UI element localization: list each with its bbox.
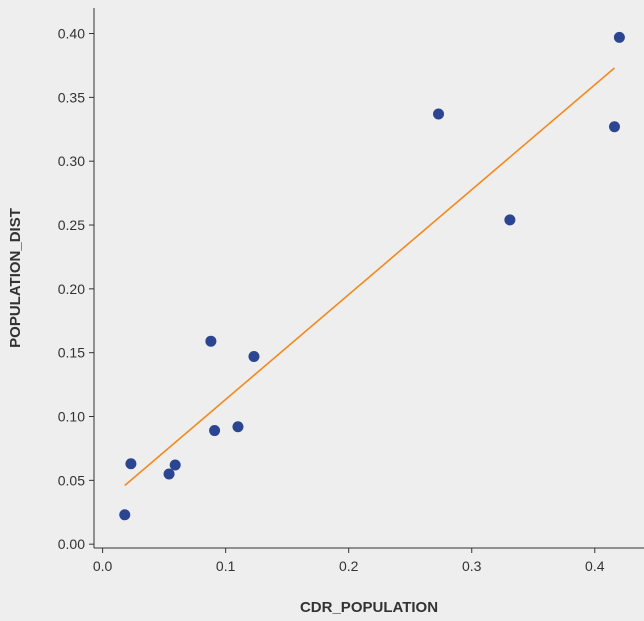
data-point xyxy=(248,351,260,363)
x-tick-label: 0.1 xyxy=(216,558,236,574)
points-layer xyxy=(119,31,625,521)
x-axis-title: CDR_POPULATION xyxy=(300,599,438,616)
data-point xyxy=(169,459,181,471)
data-point xyxy=(608,121,620,133)
y-tick-label: 0.35 xyxy=(58,89,85,105)
data-point xyxy=(433,108,445,120)
y-tick-label: 0.30 xyxy=(58,153,85,169)
fit-line-layer xyxy=(124,67,615,487)
x-tick-label: 0.4 xyxy=(585,558,605,574)
data-point xyxy=(209,425,221,437)
y-axis-title: POPULATION_DIST xyxy=(7,208,24,348)
data-point xyxy=(613,31,625,43)
y-tick-label: 0.20 xyxy=(58,281,85,297)
data-point xyxy=(125,458,137,470)
y-tick-label: 0.15 xyxy=(58,345,85,361)
data-point xyxy=(119,509,131,521)
y-tick-label: 0.10 xyxy=(58,409,85,425)
data-point xyxy=(504,214,516,226)
data-point xyxy=(205,335,217,347)
data-point xyxy=(232,421,244,433)
x-tick-label: 0.3 xyxy=(462,558,482,574)
trend-line xyxy=(124,67,615,487)
y-tick-label: 0.00 xyxy=(58,536,85,552)
y-tick-label: 0.40 xyxy=(58,26,85,42)
y-tick-label: 0.25 xyxy=(58,217,85,233)
x-tick-label: 0.0 xyxy=(93,558,113,574)
y-tick-label: 0.05 xyxy=(58,472,85,488)
axes: 0.0 0.1 0.2 0.3 0.4 0.00 0.05 0.10 0.15 0.20 0.25 0… xyxy=(58,8,644,574)
data-point xyxy=(163,468,175,480)
x-tick-label: 0.2 xyxy=(339,558,359,574)
